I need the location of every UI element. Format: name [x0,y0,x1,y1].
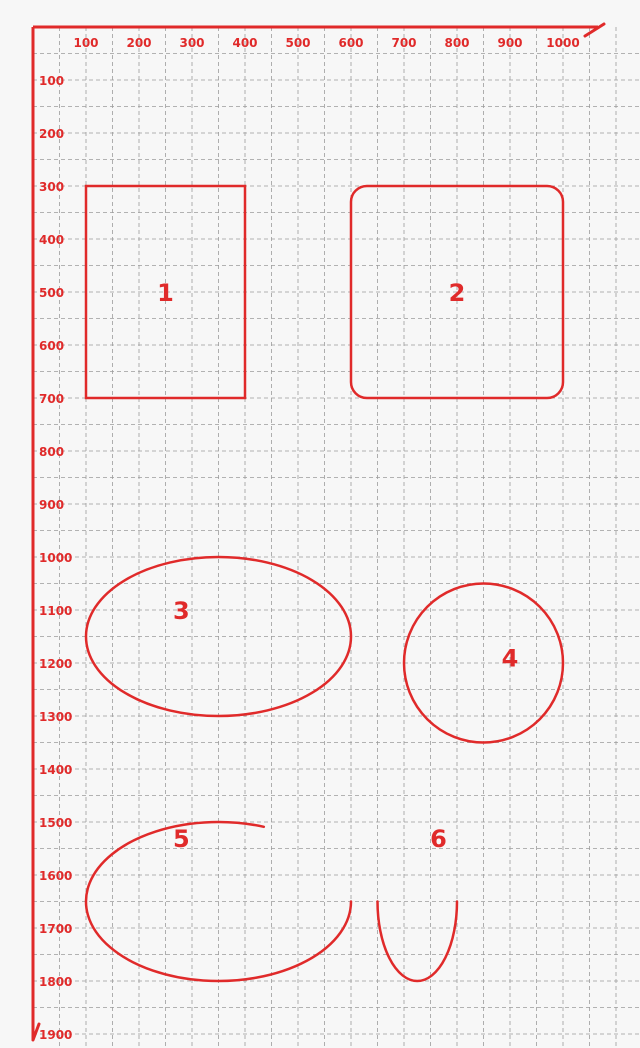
shape-3: 3 [84,555,353,718]
shape-number-label: 3 [173,597,190,625]
y-tick-label: 1500 [39,816,72,830]
x-tick-label: 400 [232,36,257,50]
shapes-layer: 1 2 3 4 5 6 [84,184,565,983]
rectangle-outline [84,184,247,400]
x-tick-label: 1000 [546,36,579,50]
circle-outline [402,582,565,744]
y-tick-label: 600 [39,339,64,353]
shape-number-label: 2 [449,279,466,307]
y-tick-label: 900 [39,498,64,512]
rounded-rectangle-outline [349,184,565,400]
arc-outline [84,820,353,983]
x-tick-label: 300 [179,36,204,50]
shape-number-label: 6 [430,825,447,853]
x-axis-arrow [583,22,606,38]
shape-6: 6 [376,825,459,983]
y-tick-label: 1900 [39,1028,72,1042]
y-tick-label: 700 [39,392,64,406]
x-axis-tick-labels: 100 200 300 400 500 600 700 800 900 1000 [73,36,579,50]
x-tick-label: 200 [126,36,151,50]
shape-2: 2 [349,184,565,400]
y-axis-tick-labels: 100 200 300 400 500 600 700 800 900 1000 1100 1200 1… [39,74,72,1042]
shape-4: 4 [402,582,565,744]
ellipse-outline [84,555,353,718]
x-tick-label: 100 [73,36,98,50]
y-tick-label: 1700 [39,922,72,936]
arc-outline [376,900,459,983]
y-tick-label: 200 [39,127,64,141]
x-tick-label: 500 [285,36,310,50]
x-tick-label: 600 [338,36,363,50]
y-tick-label: 1300 [39,710,72,724]
shape-number-label: 4 [502,645,519,673]
y-tick-label: 1200 [39,657,72,671]
y-tick-label: 300 [39,180,64,194]
y-axis-arrow [31,1022,41,1042]
y-tick-label: 1800 [39,975,72,989]
x-tick-label: 900 [497,36,522,50]
x-tick-label: 700 [391,36,416,50]
shape-number-label: 5 [173,825,190,853]
y-tick-label: 1400 [39,763,72,777]
y-tick-label: 100 [39,74,64,88]
y-tick-label: 500 [39,286,64,300]
x-tick-label: 800 [444,36,469,50]
y-tick-label: 1000 [39,551,72,565]
y-tick-label: 1600 [39,869,72,883]
axes [31,22,606,1042]
y-tick-label: 400 [39,233,64,247]
y-tick-label: 800 [39,445,64,459]
y-tick-label: 1100 [39,604,72,618]
dashed-grid [33,27,640,1048]
shape-1: 1 [84,184,247,400]
shape-number-label: 1 [157,279,174,307]
shape-5: 5 [84,820,353,983]
